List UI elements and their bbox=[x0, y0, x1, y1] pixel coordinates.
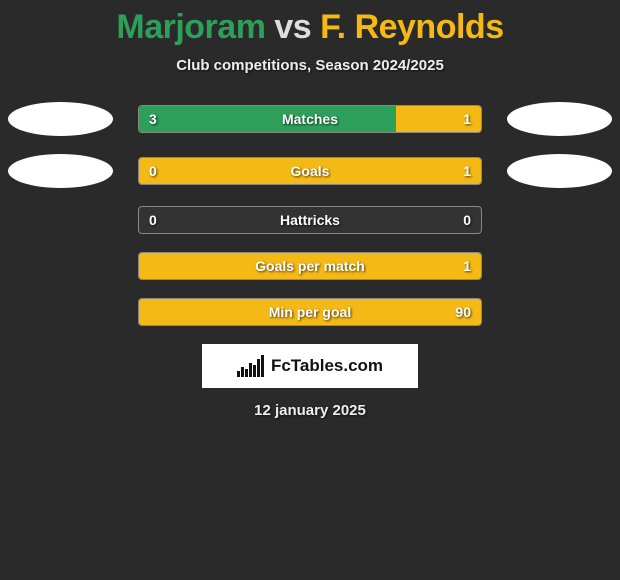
stat-label: Goals bbox=[139, 158, 481, 184]
stat-bar: Goals per match1 bbox=[138, 252, 482, 280]
stat-bar: 0Hattricks0 bbox=[138, 206, 482, 234]
stat-row: 3Matches1 bbox=[0, 102, 620, 136]
brand-text: FcTables.com bbox=[271, 356, 383, 376]
brand-chart-icon bbox=[237, 355, 265, 377]
stat-bar: Min per goal90 bbox=[138, 298, 482, 326]
player1-name: Marjoram bbox=[116, 8, 265, 46]
stats-area: 3Matches10Goals10Hattricks0Goals per mat… bbox=[0, 102, 620, 326]
stat-label: Min per goal bbox=[139, 299, 481, 325]
player2-avatar bbox=[507, 102, 612, 136]
brand-box[interactable]: FcTables.com bbox=[202, 344, 418, 388]
stat-bar: 3Matches1 bbox=[138, 105, 482, 133]
stat-row: Min per goal90 bbox=[0, 298, 620, 326]
stat-label: Goals per match bbox=[139, 253, 481, 279]
snapshot-date: 12 january 2025 bbox=[0, 402, 620, 419]
stat-label: Matches bbox=[139, 106, 481, 132]
stat-right-value: 1 bbox=[463, 253, 471, 279]
stat-label: Hattricks bbox=[139, 207, 481, 233]
stat-right-value: 1 bbox=[463, 158, 471, 184]
vs-text: vs bbox=[274, 8, 311, 46]
stat-row: 0Goals1 bbox=[0, 154, 620, 188]
stat-right-value: 90 bbox=[455, 299, 471, 325]
stat-bar: 0Goals1 bbox=[138, 157, 482, 185]
stat-right-value: 1 bbox=[463, 106, 471, 132]
stat-row: 0Hattricks0 bbox=[0, 206, 620, 234]
player1-avatar bbox=[8, 154, 113, 188]
stat-right-value: 0 bbox=[463, 207, 471, 233]
stat-row: Goals per match1 bbox=[0, 252, 620, 280]
player1-avatar bbox=[8, 102, 113, 136]
player2-avatar bbox=[507, 154, 612, 188]
comparison-title: Marjoram vs F. Reynolds bbox=[0, 8, 620, 47]
player2-name: F. Reynolds bbox=[320, 8, 503, 46]
competition-subtitle: Club competitions, Season 2024/2025 bbox=[0, 57, 620, 74]
